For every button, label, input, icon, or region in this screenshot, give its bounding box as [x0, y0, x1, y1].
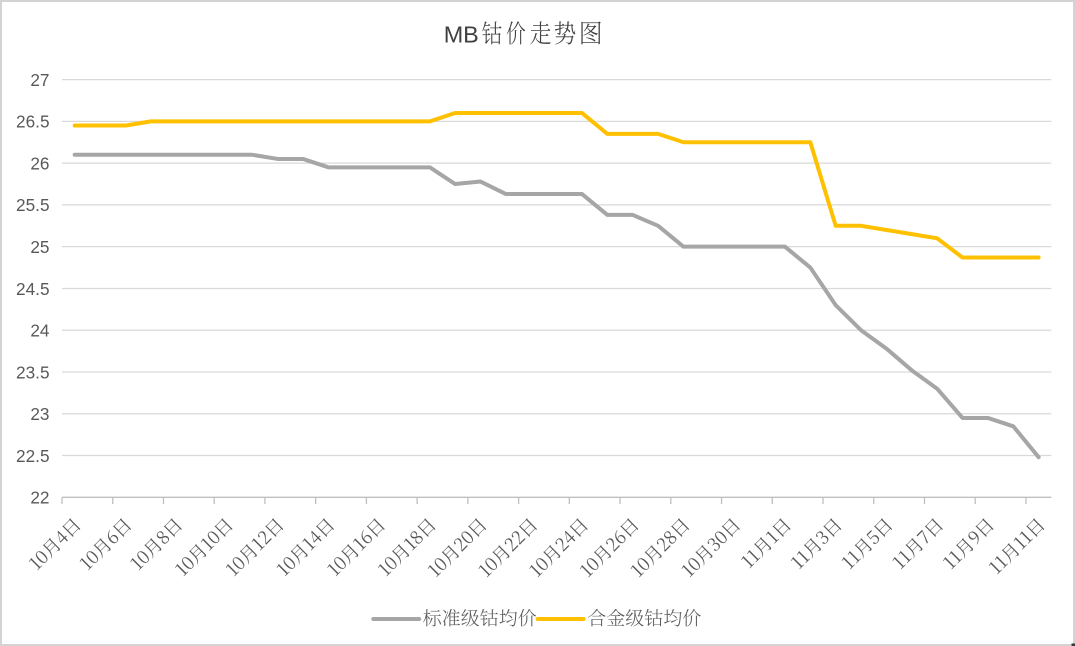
svg-text:24.5: 24.5 — [16, 279, 49, 299]
svg-text:MB: MB — [444, 22, 479, 48]
svg-text:23: 23 — [30, 404, 49, 424]
svg-text:23.5: 23.5 — [16, 362, 49, 382]
svg-text:22.5: 22.5 — [16, 446, 49, 466]
svg-text:25: 25 — [30, 237, 49, 257]
svg-text:26: 26 — [30, 153, 49, 173]
svg-text:22: 22 — [30, 488, 49, 508]
svg-text:26.5: 26.5 — [16, 112, 49, 132]
svg-text:27: 27 — [30, 70, 49, 90]
svg-text:25.5: 25.5 — [16, 195, 49, 215]
svg-text:24: 24 — [30, 321, 50, 341]
